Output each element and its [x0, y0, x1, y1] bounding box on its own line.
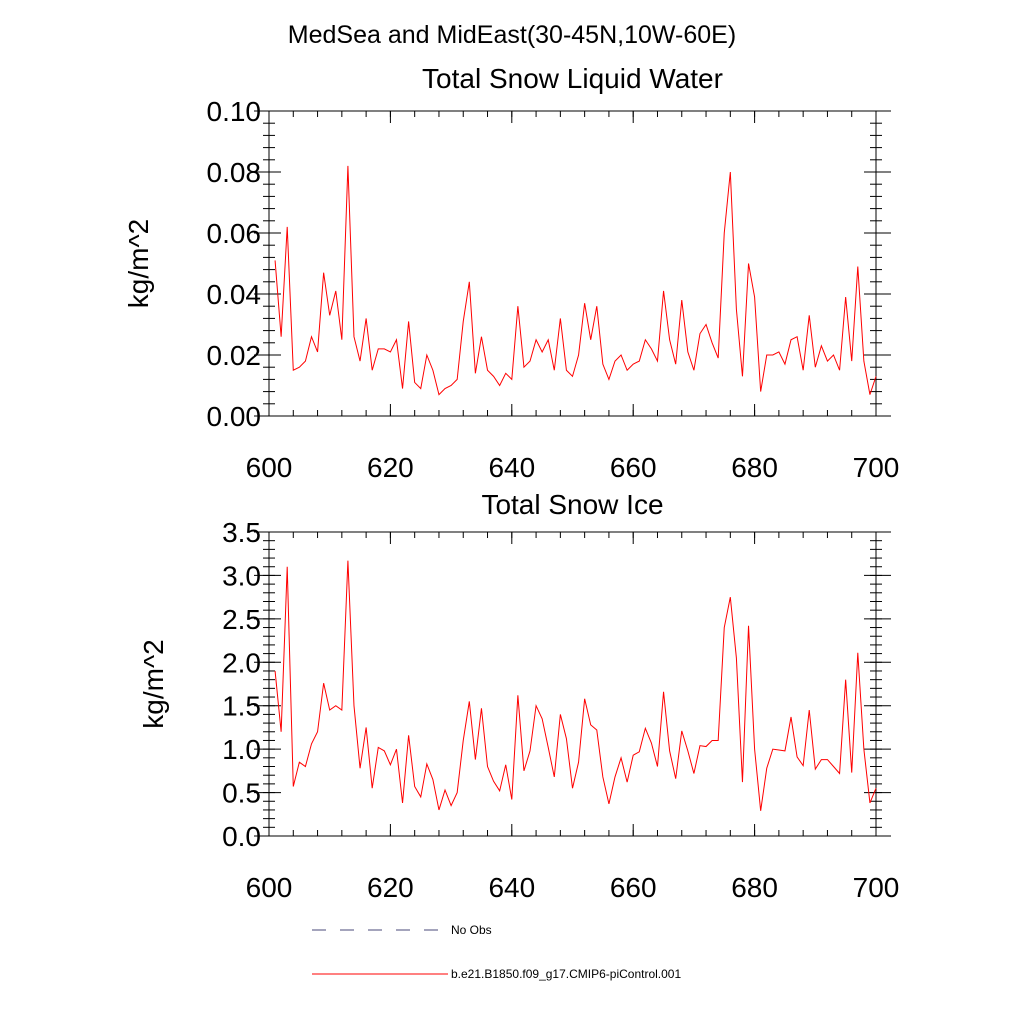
y-tick-label: 0.04 — [207, 279, 262, 310]
x-tick-label: 680 — [731, 452, 778, 483]
chart-title: Total Snow Ice — [481, 489, 663, 520]
x-tick-label: 640 — [488, 452, 535, 483]
figure-title: MedSea and MidEast(30-45N,10W-60E) — [288, 21, 736, 49]
x-tick-label: 620 — [367, 452, 414, 483]
y-tick-label: 0.00 — [207, 401, 262, 432]
x-tick-label: 620 — [367, 872, 414, 903]
y-tick-label: 1.0 — [222, 734, 261, 765]
x-tick-label: 680 — [731, 872, 778, 903]
x-tick-label: 600 — [246, 452, 293, 483]
plot-frame — [268, 110, 877, 417]
legend-label-model-run: b.e21.B1850.f09_g17.CMIP6-piControl.001 — [451, 967, 681, 981]
chart-title: Total Snow Liquid Water — [422, 63, 723, 94]
y-tick-label: 2.0 — [222, 647, 261, 678]
legend: No Obs b.e21.B1850.f09_g17.CMIP6-piContr… — [312, 923, 681, 981]
x-tick-label: 700 — [853, 452, 900, 483]
plot-frame — [268, 531, 877, 837]
x-tick-label: 600 — [246, 872, 293, 903]
x-tick-label: 700 — [853, 872, 900, 903]
panel-total-snow-ice: Total Snow Ice kg/m^2 600 620 640 660 680 700 0.… — [138, 489, 899, 903]
series-line — [274, 165, 877, 396]
y-axis-label: kg/m^2 — [138, 639, 169, 728]
y-tick-label: 0.06 — [207, 218, 262, 249]
y-tick-label: 3.5 — [222, 517, 261, 548]
y-tick-label: 2.5 — [222, 604, 261, 635]
y-tick-label: 0.10 — [207, 96, 262, 127]
y-tick-label: 1.5 — [222, 691, 261, 722]
y-tick-label: 0.0 — [222, 821, 261, 852]
panel-total-snow-liquid-water: Total Snow Liquid Water kg/m^2 600 620 640 66… — [123, 63, 899, 483]
x-tick-label: 640 — [488, 872, 535, 903]
y-tick-label: 0.5 — [222, 778, 261, 809]
y-tick-label: 0.08 — [207, 157, 262, 188]
y-tick-label: 0.02 — [207, 340, 262, 371]
x-tick-label: 660 — [610, 872, 657, 903]
x-tick-label: 660 — [610, 452, 657, 483]
y-tick-label: 3.0 — [222, 560, 261, 591]
series-line — [274, 560, 877, 811]
legend-label-no-obs: No Obs — [451, 923, 492, 937]
y-axis-label: kg/m^2 — [123, 219, 154, 308]
